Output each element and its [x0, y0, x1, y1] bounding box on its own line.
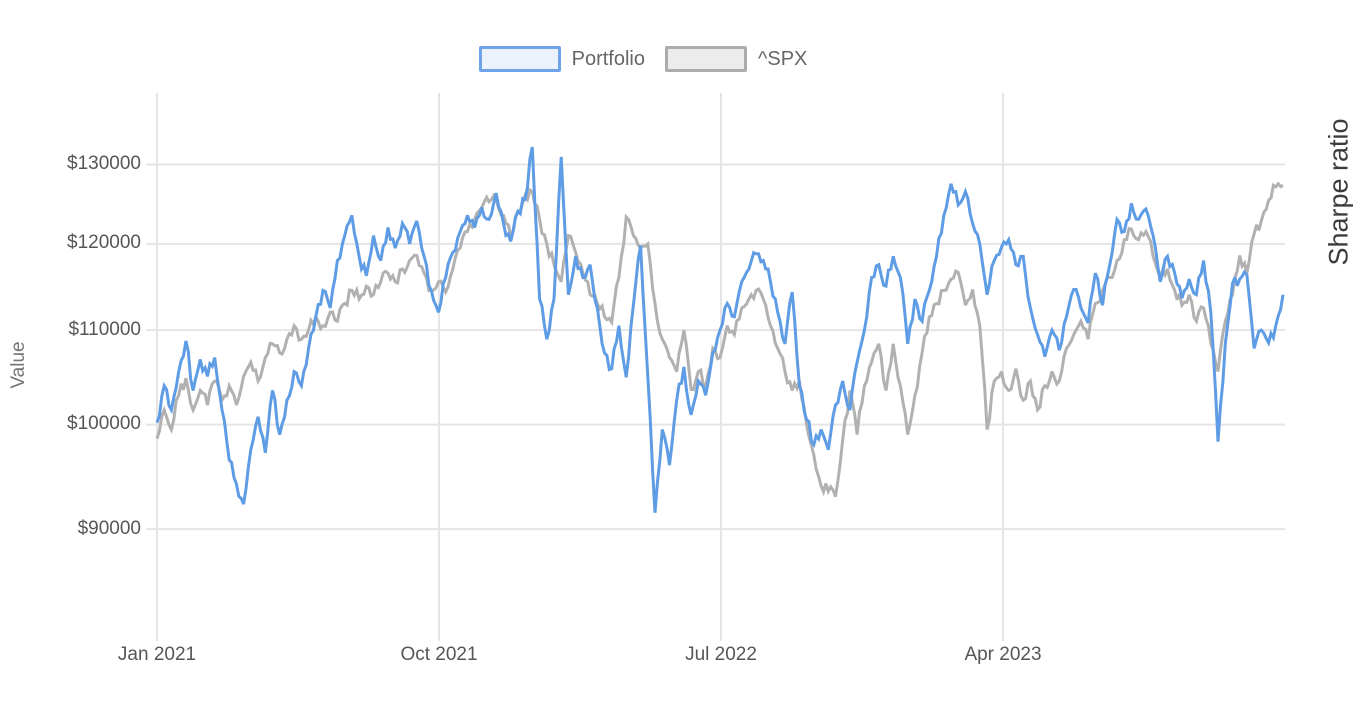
y-axis-title: Value [8, 341, 29, 389]
legend-item-portfolio[interactable]: Portfolio [478, 46, 645, 72]
spx-swatch [664, 46, 747, 72]
legend-item-spx[interactable]: ^SPX [664, 46, 808, 72]
portfolio-swatch [478, 46, 561, 72]
x-tick-2: Jul 2022 [685, 644, 757, 665]
legend-label-spx: ^SPX [757, 48, 808, 70]
y-tick-1: $120000 [67, 232, 141, 254]
x-tick-3: Apr 2023 [964, 644, 1042, 665]
series-line-portfolio [155, 146, 1285, 513]
legend-label-portfolio: Portfolio [571, 48, 645, 70]
x-tick-0: Jan 2021 [117, 644, 197, 665]
series-line-spx [155, 181, 1284, 498]
y-tick-3: $100000 [67, 413, 141, 435]
y-tick-2: $110000 [68, 318, 141, 340]
chart-legend: Portfolio ^SPX [0, 46, 1322, 72]
y-tick-0: $130000 [67, 153, 141, 174]
sharpe-ratio-label: Sharpe ratio [1323, 118, 1354, 266]
x-tick-1: Oct 2021 [400, 644, 478, 665]
y-tick-4: $90000 [77, 517, 141, 539]
